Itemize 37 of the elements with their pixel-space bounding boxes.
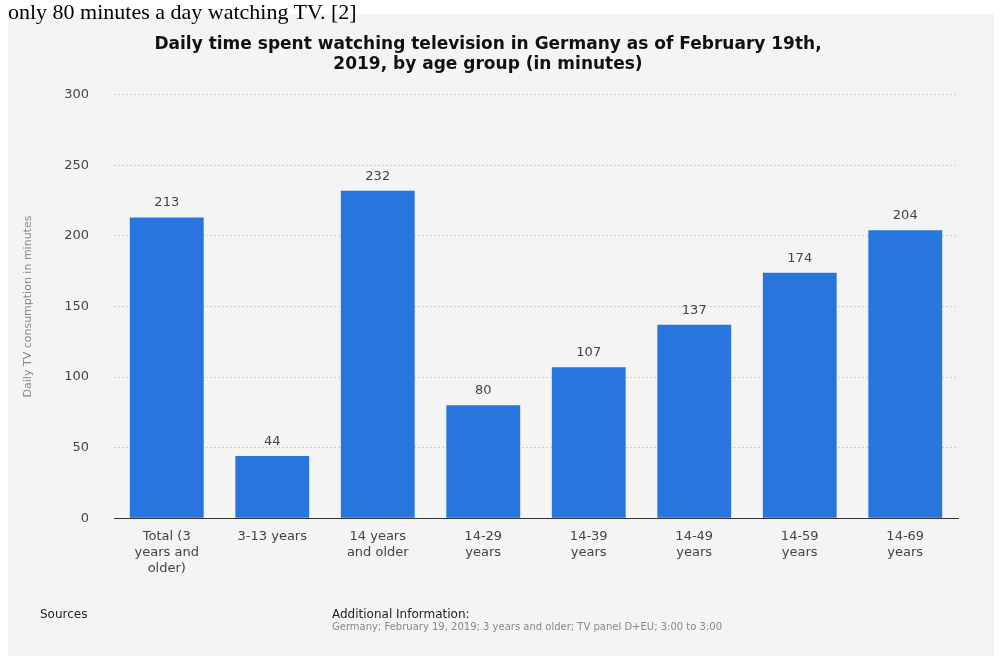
y-tick-label: 50 [72,439,90,455]
text: only 80 minutes a day watching TV. [2] [8,0,357,24]
data-label: 204 [892,207,918,223]
x-tick-label: 14-49 years [675,528,714,559]
y-tick-label: 150 [64,297,90,313]
x-tick-label: 14-69 years [886,528,925,559]
data-label: 232 [365,167,391,183]
data-label: 80 [474,382,492,398]
chart-title: Daily time spent watching television in Germany as of February 19th, 2019, by age group (in minutes) [154,32,822,74]
bar [868,230,943,518]
bar [762,272,837,518]
x-tick-label: 14-39 years [569,528,608,559]
x-tick-label: 3-13 years [237,528,308,544]
bar [657,324,732,518]
x-tick-label: 14-29 years [464,528,503,559]
y-tick-label: 100 [64,368,90,384]
bar [551,367,626,518]
data-label: 107 [576,344,602,360]
data-label: 213 [154,194,180,210]
x-tick-label: 14 years and older [346,528,410,559]
text: Germany; February 19, 2019; 3 years and older; TV panel D+EU; 3:00 to 3:00 [332,621,722,632]
data-label: 44 [263,432,281,448]
y-axis-title: Daily TV consumption in minutes [21,215,35,398]
data-label: 174 [787,249,813,265]
bar [340,190,415,518]
bar [446,405,521,518]
y-tick-label: 300 [64,86,90,102]
bar [129,217,204,518]
x-tick-label: 14-59 years [780,528,819,559]
y-tick-label: 250 [64,156,90,172]
text: Additional Information: [332,607,471,621]
data-label: 137 [681,301,707,317]
x-tick-label: Total (3 years and older) [134,528,199,575]
y-tick-label: 200 [64,227,90,243]
bar [235,456,310,518]
y-tick-label: 0 [80,509,90,525]
text: Sources [40,607,89,623]
